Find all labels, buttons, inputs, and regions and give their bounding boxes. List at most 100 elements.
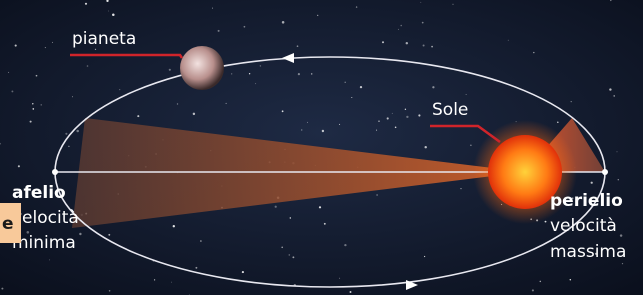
star (200, 240, 202, 242)
star (322, 130, 324, 132)
star (195, 267, 197, 269)
star (324, 223, 326, 225)
star (169, 69, 171, 71)
star (422, 22, 424, 24)
star (432, 86, 434, 88)
star (423, 44, 425, 46)
star (154, 279, 155, 280)
star (406, 116, 408, 118)
star (571, 101, 572, 102)
star (1, 288, 3, 290)
star (52, 42, 53, 43)
star (249, 73, 250, 74)
aphelion-point (52, 169, 58, 175)
star (376, 194, 378, 196)
perihelion-line: massima (550, 242, 626, 262)
star (290, 217, 291, 218)
star (398, 29, 399, 30)
star (311, 73, 313, 75)
star (382, 41, 384, 43)
star (307, 122, 308, 123)
clipped-label: e (2, 214, 14, 234)
planet-label: pianeta (72, 29, 136, 49)
star (591, 182, 593, 184)
star (193, 113, 195, 115)
star (557, 121, 559, 123)
star (378, 121, 379, 122)
star (356, 6, 357, 7)
star (32, 108, 34, 110)
star (617, 151, 618, 152)
star (405, 109, 406, 110)
star (36, 75, 38, 77)
star (173, 225, 175, 227)
star (119, 89, 120, 90)
star (350, 291, 352, 293)
star (460, 188, 461, 189)
star (618, 179, 619, 180)
star (406, 42, 408, 44)
perihelion-point (602, 169, 608, 175)
star (570, 279, 571, 280)
star (351, 97, 352, 98)
star (317, 15, 318, 16)
star (301, 129, 302, 130)
star (533, 52, 534, 53)
star (376, 130, 377, 131)
star (177, 103, 178, 104)
star (609, 88, 611, 90)
star (112, 14, 115, 16)
star (545, 221, 547, 223)
star (344, 244, 346, 246)
star (360, 86, 362, 88)
star (297, 45, 299, 47)
star (344, 82, 345, 83)
star (424, 146, 426, 148)
star (242, 271, 244, 273)
star (72, 96, 73, 97)
aphelion-title: afelio (12, 183, 66, 203)
star (226, 103, 227, 104)
star (466, 94, 467, 95)
star (470, 145, 471, 146)
star (508, 40, 509, 41)
star (45, 47, 46, 48)
star (420, 2, 421, 3)
star (260, 65, 262, 67)
star (76, 130, 79, 133)
page: pianeta Sole afelio velocità minima peri… (0, 0, 643, 295)
star (244, 26, 246, 28)
star (282, 110, 284, 112)
star (49, 259, 50, 260)
star (32, 103, 33, 104)
star (281, 246, 283, 248)
star (292, 256, 294, 258)
star (231, 73, 232, 74)
planet (180, 46, 224, 90)
star (255, 83, 256, 84)
star (15, 45, 17, 47)
star (85, 3, 87, 5)
star (108, 234, 110, 236)
diagram: pianeta Sole afelio velocità minima peri… (0, 0, 643, 295)
star (339, 278, 340, 279)
sun-label: Sole (432, 100, 468, 120)
star (424, 256, 425, 257)
star (8, 72, 9, 73)
star (275, 206, 277, 208)
star (298, 73, 300, 75)
star (68, 146, 70, 148)
star (108, 11, 109, 12)
perihelion-line: velocità (550, 216, 617, 236)
star (212, 8, 213, 9)
star (18, 165, 20, 167)
star (532, 289, 534, 291)
star (65, 133, 67, 135)
star (109, 290, 111, 292)
star (218, 30, 220, 32)
star (418, 114, 420, 116)
star (620, 234, 622, 236)
aphelion-line: minima (12, 233, 76, 253)
star (289, 254, 291, 256)
star (41, 104, 42, 105)
